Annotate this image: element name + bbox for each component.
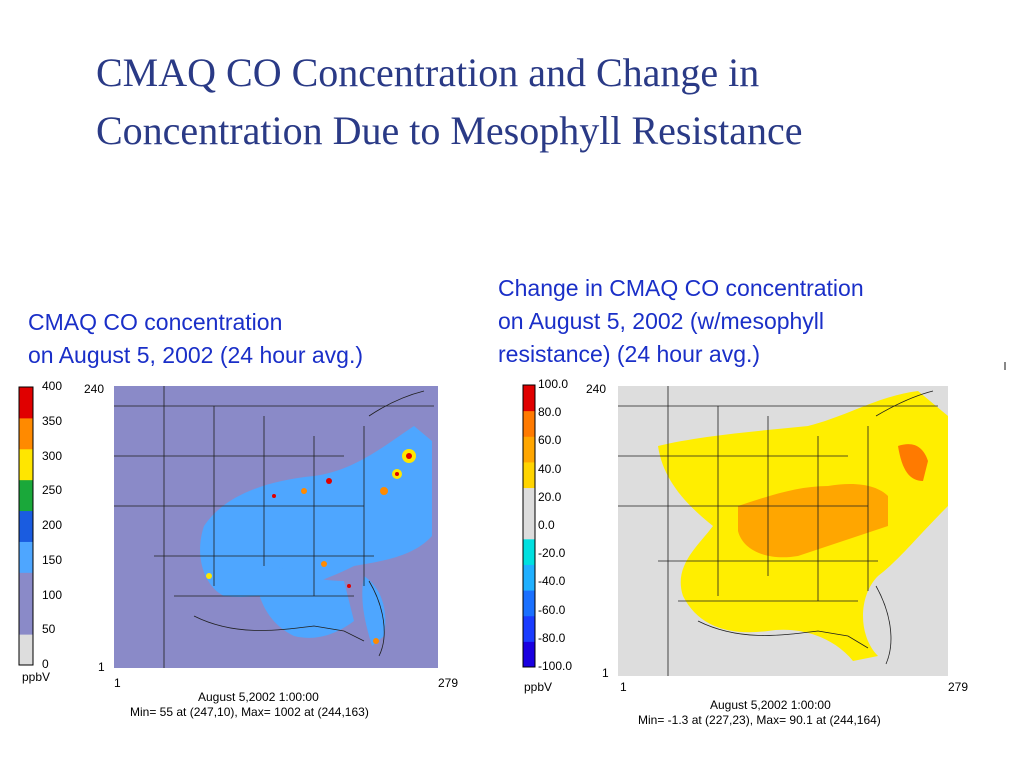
left-minmax: Min= 55 at (247,10), Max= 1002 at (244,1…: [130, 705, 369, 719]
left-caption-line-1: CMAQ CO concentration: [28, 309, 283, 335]
colorbar-swatch: [19, 479, 33, 512]
colorbar-label: 100.0: [538, 377, 569, 391]
left-units: ppbV: [22, 670, 51, 684]
title-line-1: CMAQ CO Concentration and Change in: [96, 50, 760, 95]
right-caption-line-2: on August 5, 2002 (w/mesophyll: [498, 308, 825, 334]
colorbar-label: 250: [42, 483, 63, 498]
hotspot-south-2: [206, 573, 212, 579]
colorbar-swatch: [523, 564, 535, 591]
left-caption-line-2: on August 5, 2002 (24 hour avg.): [28, 342, 364, 368]
right-y-bottom: 1: [602, 666, 609, 680]
colorbar-swatch: [523, 538, 535, 565]
colorbar-swatch: [523, 590, 535, 617]
hotspot-south-1: [321, 561, 327, 567]
colorbar-label: 50: [42, 622, 56, 637]
colorbar-label: 40.0: [538, 461, 562, 476]
colorbar-outline: [522, 384, 536, 668]
colorbar-swatch: [19, 541, 33, 573]
hotspot-south-3: [347, 584, 351, 588]
left-y-top: 240: [84, 382, 105, 396]
colorbar-swatch: [523, 410, 535, 437]
left-timestamp: August 5,2002 1:00:00: [198, 690, 319, 704]
colorbar-swatch: [523, 487, 535, 514]
colorbar-label: 400: [42, 379, 63, 393]
slide-title: CMAQ CO Concentration and Change in Conc…: [96, 44, 976, 160]
right-minmax: Min= -1.3 at (227,23), Max= 90.1 at (244…: [638, 713, 881, 727]
colorbar-swatch: [19, 387, 33, 419]
left-x-left: 1: [114, 676, 121, 690]
colorbar-swatch: [523, 385, 535, 412]
left-y-bottom: 1: [98, 660, 105, 674]
right-timestamp: August 5,2002 1:00:00: [710, 698, 831, 712]
left-caption: CMAQ CO concentration on August 5, 2002 …: [28, 306, 468, 372]
right-caption: Change in CMAQ CO concentration on Augus…: [498, 272, 968, 371]
left-colorbar: [18, 386, 34, 666]
stray-mark: [1004, 362, 1006, 370]
hotspot-ne-core: [406, 453, 412, 459]
hotspot-ne-3: [380, 487, 388, 495]
colorbar-outline: [18, 386, 34, 666]
left-map-plume-2: [254, 556, 354, 638]
right-y-top: 240: [586, 382, 607, 396]
colorbar-label: 80.0: [538, 405, 562, 420]
right-state-lines: [618, 386, 938, 676]
right-map: [618, 386, 948, 676]
colorbar-swatch: [523, 641, 535, 668]
hotspot-mid-2: [301, 488, 307, 494]
colorbar-swatch: [19, 448, 33, 481]
colorbar-label: 0: [42, 657, 49, 671]
right-colorbar: [522, 384, 536, 668]
colorbar-label: -100.0: [538, 659, 573, 673]
colorbar-label: -20.0: [538, 546, 566, 561]
left-x-right: 279: [438, 676, 459, 690]
colorbar-swatch: [523, 461, 535, 489]
colorbar-swatch: [523, 436, 535, 463]
title-line-2: Concentration Due to Mesophyll Resistanc…: [96, 108, 803, 153]
colorbar-label: 300: [42, 448, 63, 463]
right-x-left: 1: [620, 680, 627, 694]
colorbar-swatch: [19, 510, 33, 542]
co-concentration-panel: 400 350 300 250 200 150 100 50 0 ppbV 240 1 1 27…: [18, 378, 468, 723]
co-change-panel: 100.0 80.0 60.0 40.0 20.0 0.0 -20.0 -40.0 -60.0 -…: [518, 377, 978, 728]
colorbar-label: 350: [42, 413, 63, 428]
right-caption-line-1: Change in CMAQ CO concentration: [498, 275, 864, 301]
hotspot-fl: [373, 638, 379, 644]
colorbar-swatch: [19, 634, 33, 666]
colorbar-label: -40.0: [538, 574, 566, 589]
colorbar-label: 0.0: [538, 518, 555, 532]
colorbar-label: 100: [42, 587, 63, 602]
colorbar-label: -60.0: [538, 602, 566, 617]
colorbar-swatch: [523, 513, 535, 540]
hotspot-ne-2-core: [395, 472, 399, 476]
colorbar-label: 60.0: [538, 433, 562, 448]
colorbar-swatch: [19, 603, 33, 635]
left-hotspots: [206, 449, 416, 644]
colorbar-label: -80.0: [538, 630, 566, 645]
right-units: ppbV: [524, 680, 553, 694]
left-state-lines: [114, 386, 434, 668]
colorbar-label: 20.0: [538, 489, 562, 504]
colorbar-swatch: [523, 615, 535, 642]
left-map: [114, 386, 438, 668]
left-map-plume-3: [362, 576, 386, 646]
colorbar-label: 150: [42, 552, 63, 567]
left-map-plume: [200, 426, 432, 597]
right-x-right: 279: [948, 680, 969, 694]
hotspot-mid-1: [326, 478, 332, 484]
colorbar-swatch: [19, 417, 33, 450]
colorbar-label: 200: [42, 518, 63, 532]
right-map-orange: [738, 484, 888, 558]
right-caption-line-3: resistance) (24 hour avg.): [498, 341, 761, 367]
right-map-orange-ne: [898, 444, 928, 481]
hotspot-mid-3: [272, 494, 276, 498]
colorbar-swatch: [19, 572, 33, 604]
